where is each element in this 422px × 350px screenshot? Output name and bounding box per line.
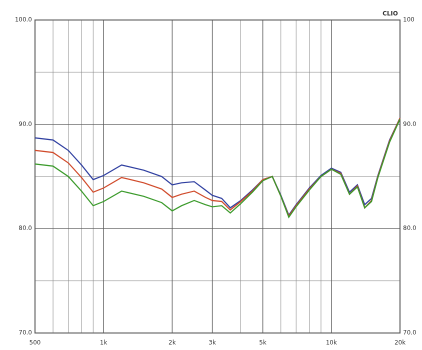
y-tick-label: 70.0: [19, 330, 33, 337]
x-tick-label: 2k: [169, 340, 177, 347]
x-tick-label: 500: [29, 340, 41, 347]
y2-tick-label: 90.0: [403, 121, 417, 128]
series-line: [34, 117, 401, 217]
x-tick-label: 3k: [209, 340, 217, 347]
y-tick-label: 90.0: [19, 121, 33, 128]
x-tick-label: 10k: [326, 340, 338, 347]
brand-label: CLIO: [382, 11, 398, 18]
x-tick-label: 5k: [259, 340, 267, 347]
y2-tick-label: 70.0: [403, 330, 417, 337]
x-tick-label: 1k: [100, 340, 108, 347]
x-tick-label: 20k: [394, 340, 406, 347]
y-tick-label: 80.0: [19, 225, 33, 232]
y2-tick-label: 100: [403, 17, 415, 24]
series-line: [34, 118, 401, 219]
y-tick-label: 100.0: [15, 17, 32, 24]
y2-tick-label: 80.0: [403, 225, 417, 232]
